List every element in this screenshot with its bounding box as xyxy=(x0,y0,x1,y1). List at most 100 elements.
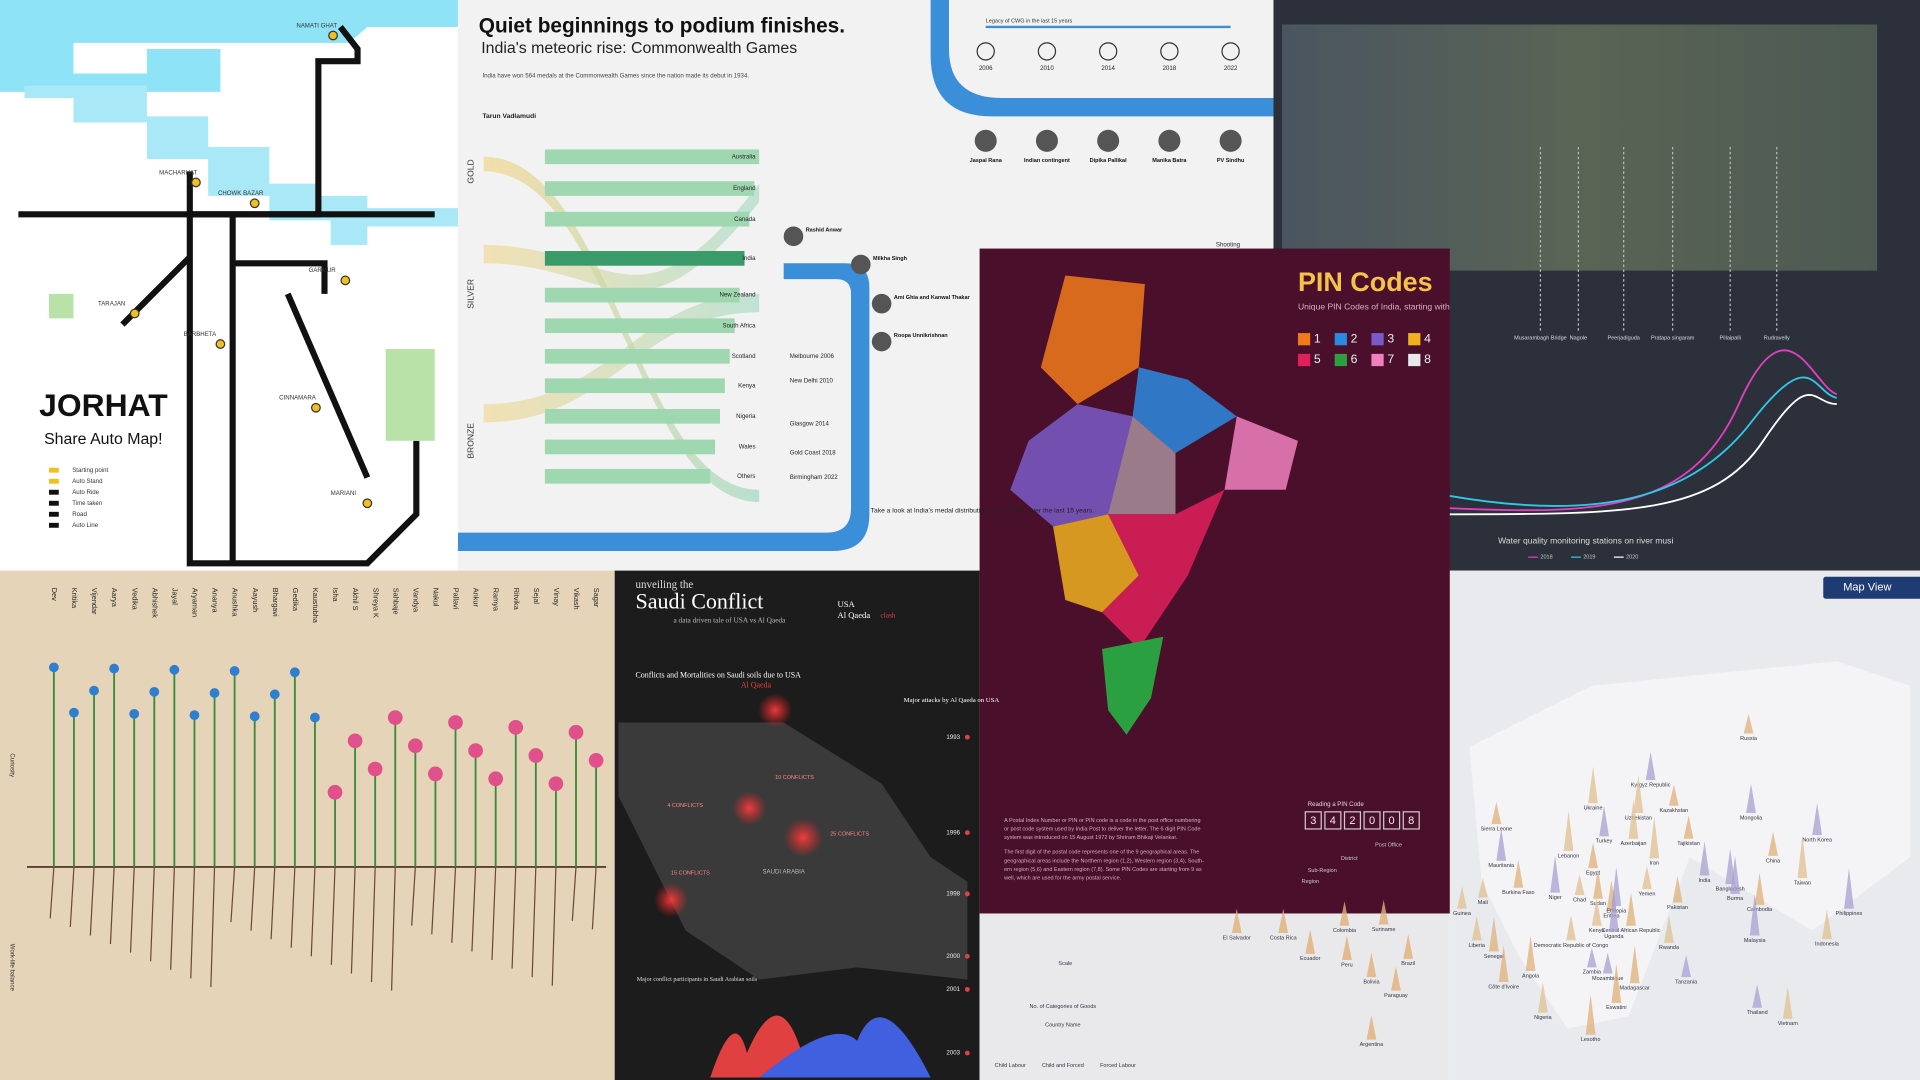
map-view-button[interactable] xyxy=(1823,576,1920,599)
stop-label: MARIANI xyxy=(331,490,357,497)
digit-box xyxy=(1304,811,1322,830)
person-name: Sahbaje xyxy=(391,588,400,615)
region xyxy=(1108,416,1176,515)
legend-label: 1 xyxy=(1314,331,1321,345)
country-bar xyxy=(544,468,711,484)
spike xyxy=(1628,799,1639,839)
root xyxy=(471,866,477,952)
legend-swatch xyxy=(1334,353,1347,367)
country-label: Scotland xyxy=(732,353,756,360)
person-name: Vedika xyxy=(130,588,139,611)
legend-label: 4 xyxy=(1424,331,1431,345)
timeline-arc xyxy=(930,0,1274,117)
flower xyxy=(189,710,200,720)
trend-line xyxy=(1449,376,1837,507)
root xyxy=(350,866,356,974)
kicker: unveiling the xyxy=(636,579,694,591)
axis-label: Curiosity xyxy=(9,753,16,778)
flower xyxy=(229,666,240,676)
flower xyxy=(588,753,604,768)
region xyxy=(1040,275,1145,405)
country-label: Rwanda xyxy=(1659,945,1680,951)
country-label: North Korea xyxy=(1802,837,1833,843)
flower xyxy=(468,743,483,758)
satellite-image xyxy=(1282,24,1878,271)
flower xyxy=(109,663,120,674)
legend-label: 2020 xyxy=(1626,555,1638,561)
spike xyxy=(1366,1015,1377,1040)
root xyxy=(310,866,316,957)
map-view-label: Map View xyxy=(1843,582,1891,594)
country-bar xyxy=(544,211,750,227)
person-name: Anushka xyxy=(231,588,240,617)
person-name: Jayal xyxy=(170,588,179,605)
person-name: Aayush xyxy=(251,588,260,612)
flower xyxy=(69,707,79,718)
flower xyxy=(89,685,99,696)
region xyxy=(1224,416,1298,490)
spike xyxy=(1754,873,1765,905)
stop-label: CHOWK BAZAR xyxy=(218,190,264,197)
part-label: Region xyxy=(1302,879,1319,885)
stop-label: BARBHETA xyxy=(184,331,217,338)
athlete-photo xyxy=(871,293,892,314)
spike xyxy=(1339,901,1350,926)
trend-line xyxy=(1449,349,1838,512)
country-bar xyxy=(544,348,730,364)
year-label: 1993 xyxy=(946,734,960,741)
legacy-label: Legacy of CWG in the last 15 years xyxy=(986,18,1073,24)
country-label: Central African Republic xyxy=(1602,928,1661,934)
legend-label: Auto Line xyxy=(72,522,98,529)
digit: 8 xyxy=(1408,815,1414,827)
land xyxy=(1469,661,1911,1029)
country-label: Côte d'Ivoire xyxy=(1488,984,1519,990)
flower xyxy=(327,784,343,800)
person-name: Vandya xyxy=(411,588,420,613)
footer-label: Major conflict participants in Saudi Ara… xyxy=(637,976,758,983)
legend-label: 3 xyxy=(1387,331,1394,345)
legend-key xyxy=(48,489,59,495)
stop-marker xyxy=(129,308,140,319)
stop-label: GARMUR xyxy=(309,267,337,274)
flower xyxy=(347,733,363,749)
root xyxy=(511,866,517,969)
country-label: Sierra Leone xyxy=(1481,826,1513,832)
athlete-photo xyxy=(851,254,871,275)
root xyxy=(49,866,55,919)
side-label: USA xyxy=(838,599,856,609)
person-name: Ankur xyxy=(472,588,481,608)
country-label: Cambodia xyxy=(1747,907,1773,913)
conflict-label: 15 CONFLICTS xyxy=(671,871,710,877)
timeline-dot xyxy=(964,830,970,836)
root xyxy=(230,866,236,923)
pin-map xyxy=(1010,275,1298,735)
athlete-name: Indian contingent xyxy=(1024,158,1070,164)
conflict-label: 4 CONFLICTS xyxy=(667,803,703,809)
flower xyxy=(548,776,564,792)
root xyxy=(330,866,336,965)
country-label: Niger xyxy=(1549,895,1562,901)
station-label: Rudravelly xyxy=(1764,335,1790,341)
region xyxy=(1102,636,1164,735)
digit-box xyxy=(1363,811,1381,830)
spike xyxy=(1649,816,1660,859)
legend-label: Child and Forced xyxy=(1042,1063,1084,1069)
station-label: Pratapa singaram xyxy=(1651,335,1695,341)
region xyxy=(1053,514,1139,613)
title: PIN Codes xyxy=(1298,267,1433,297)
person-name: Kritika xyxy=(70,588,79,609)
spike xyxy=(1588,766,1598,804)
legend-key xyxy=(48,478,59,484)
spike xyxy=(1498,945,1509,983)
legend-key xyxy=(48,522,59,528)
conflict-label: 25 CONFLICTS xyxy=(830,831,869,837)
stop-marker xyxy=(311,402,321,413)
spike xyxy=(1797,835,1808,878)
athlete-name: PV Sindhu xyxy=(1217,158,1245,164)
legend-label: Auto Ride xyxy=(72,489,99,496)
country-label: Zambia xyxy=(1583,970,1602,976)
athlete-name: Dipika Pallikal xyxy=(1090,158,1127,164)
legend-label: 5 xyxy=(1314,352,1321,366)
year-label: 1996 xyxy=(946,829,960,836)
spike xyxy=(1457,886,1467,909)
